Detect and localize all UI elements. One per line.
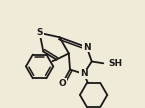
Text: N: N (80, 69, 87, 78)
Text: SH: SH (108, 59, 122, 68)
Text: S: S (36, 28, 43, 37)
Text: O: O (59, 79, 66, 88)
Text: N: N (83, 43, 91, 52)
